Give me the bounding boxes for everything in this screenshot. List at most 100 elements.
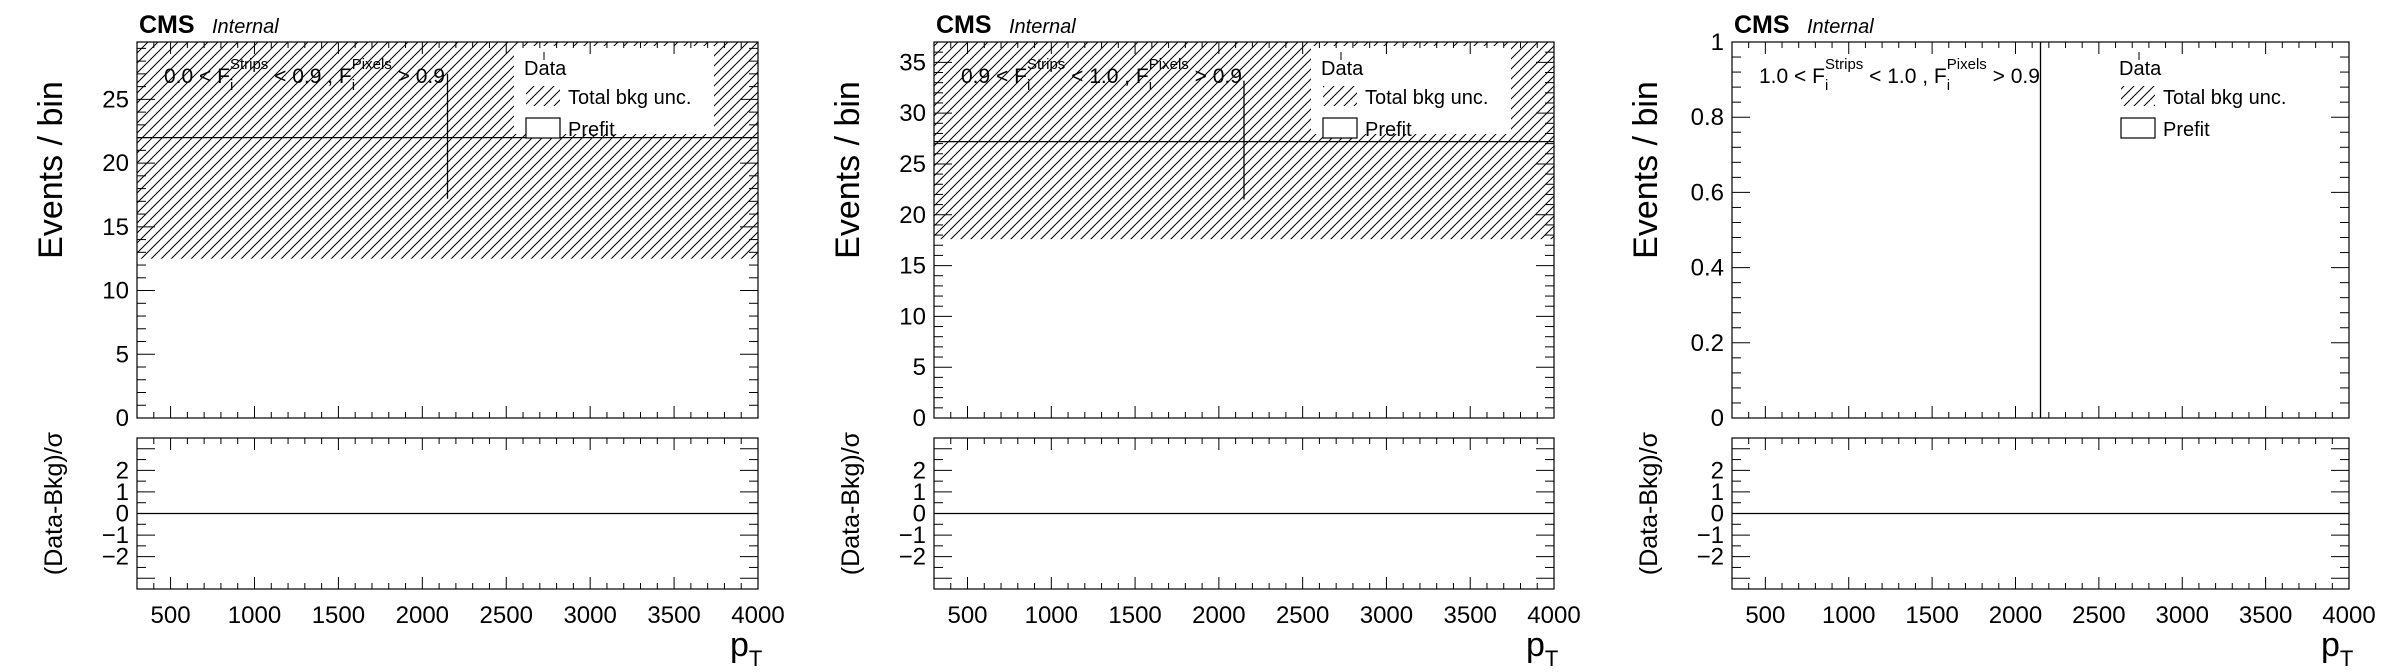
region-label: 0.9 < FStrips < 1.0 , FPixels > 0.9 — [961, 56, 1242, 88]
legend-prefit-swatch — [525, 117, 561, 139]
experiment-label: CMS — [936, 11, 992, 39]
ratio-y-tick-label: 0 — [913, 501, 926, 528]
x-tick-label: 1500 — [1108, 602, 1161, 629]
x-tick-label: 500 — [1745, 602, 1785, 629]
ratio-y-tick-label: −2 — [102, 544, 129, 571]
y-axis-label: Events / bin — [1627, 81, 1665, 259]
x-tick-label: 500 — [947, 602, 987, 629]
y-tick-label: 35 — [899, 49, 926, 76]
legend-bkg-unc-label: Total bkg unc. — [2163, 87, 2286, 109]
experiment-sublabel: Internal — [212, 16, 279, 38]
legend-data-label: Data — [1321, 58, 1364, 80]
experiment-label: CMS — [1734, 11, 1790, 39]
ratio-y-tick-label: 0 — [116, 501, 129, 528]
ratio-y-tick-label: −2 — [1697, 544, 1724, 571]
ratio-y-tick-label: −2 — [899, 544, 926, 571]
x-tick-label: 4000 — [731, 602, 784, 629]
ratio-y-tick-label: −1 — [899, 522, 926, 549]
experiment-label: CMS — [139, 11, 195, 39]
ratio-y-tick-label: 1 — [116, 479, 129, 506]
ratio-y-axis-label: (Data-Bkg)/σ — [1635, 431, 1663, 575]
legend-prefit-label: Prefit — [2163, 119, 2210, 141]
x-tick-label: 2500 — [480, 602, 533, 629]
x-tick-label: 1000 — [1822, 602, 1875, 629]
region-label-subscript: i — [1027, 77, 1030, 94]
x-tick-label: 2000 — [1192, 602, 1245, 629]
legend-bkg-unc-swatch — [2121, 86, 2155, 106]
y-tick-label: 0 — [1711, 405, 1724, 432]
y-tick-label: 0.2 — [1691, 330, 1724, 357]
y-tick-label: 10 — [102, 278, 129, 305]
x-tick-label: 2000 — [1989, 602, 2042, 629]
main-frame — [136, 41, 759, 419]
legend-prefit-label: Prefit — [568, 119, 615, 141]
y-tick-label: 0.6 — [1691, 179, 1724, 206]
x-tick-label: 4000 — [2322, 602, 2375, 629]
legend-bkg-unc-label: Total bkg unc. — [568, 87, 691, 109]
x-tick-label: 1500 — [1905, 602, 1958, 629]
ratio-y-axis-label: (Data-Bkg)/σ — [837, 431, 865, 575]
main-frame — [933, 41, 1555, 419]
ratio-y-tick-label: 2 — [1711, 457, 1724, 484]
legend-data-label: Data — [2119, 58, 2162, 80]
y-tick-label: 1 — [1711, 29, 1724, 56]
legend-bkg-unc-swatch — [526, 86, 560, 106]
y-tick-label: 20 — [102, 150, 129, 177]
x-tick-label: 2000 — [396, 602, 449, 629]
region-label-subscript: i — [1947, 77, 1950, 94]
ratio-y-tick-label: 2 — [116, 457, 129, 484]
x-tick-label: 3000 — [1360, 602, 1413, 629]
x-tick-label: 1000 — [1025, 602, 1078, 629]
y-tick-label: 0 — [913, 405, 926, 432]
experiment-sublabel: Internal — [1807, 16, 1874, 38]
x-axis-label: pT — [730, 626, 762, 671]
y-axis-label: Events / bin — [32, 81, 70, 259]
x-tick-label: 1000 — [228, 602, 281, 629]
y-tick-label: 15 — [102, 214, 129, 241]
y-tick-label: 20 — [899, 202, 926, 229]
y-tick-label: 25 — [899, 151, 926, 178]
y-tick-label: 0.4 — [1691, 255, 1724, 282]
x-tick-label: 4000 — [1527, 602, 1580, 629]
x-tick-label: 3500 — [2239, 602, 2292, 629]
x-axis-label: pT — [1526, 626, 1558, 671]
region-label-subscript: i — [230, 77, 233, 94]
y-tick-label: 5 — [116, 341, 129, 368]
region-label-subscript: i — [1149, 77, 1152, 94]
x-tick-label: 3500 — [647, 602, 700, 629]
legend-prefit-label: Prefit — [1365, 119, 1412, 141]
region-label-subscript: i — [1825, 77, 1828, 94]
y-tick-label: 5 — [913, 354, 926, 381]
ratio-y-tick-label: −1 — [1697, 522, 1724, 549]
y-tick-label: 30 — [899, 100, 926, 127]
ratio-y-axis-label: (Data-Bkg)/σ — [40, 431, 68, 575]
experiment-sublabel: Internal — [1009, 16, 1076, 38]
x-tick-label: 3000 — [563, 602, 616, 629]
ratio-y-tick-label: 1 — [1711, 479, 1724, 506]
x-tick-label: 500 — [151, 602, 191, 629]
x-axis-label: pT — [2321, 626, 2353, 671]
ratio-y-tick-label: 2 — [913, 457, 926, 484]
x-tick-label: 2500 — [2072, 602, 2125, 629]
ratio-y-tick-label: 1 — [913, 479, 926, 506]
y-tick-label: 10 — [899, 303, 926, 330]
main-frame — [1731, 41, 2350, 419]
legend-prefit-swatch — [2120, 117, 2156, 139]
legend-data-label: Data — [524, 58, 567, 80]
legend-prefit-swatch — [1322, 117, 1358, 139]
y-tick-label: 0 — [116, 405, 129, 432]
x-tick-label: 3500 — [1444, 602, 1497, 629]
region-label: 1.0 < FStrips < 1.0 , FPixels > 0.9 — [1759, 56, 2040, 88]
legend-bkg-unc-label: Total bkg unc. — [1365, 87, 1488, 109]
x-tick-label: 3000 — [2156, 602, 2209, 629]
x-tick-label: 1500 — [312, 602, 365, 629]
region-label-subscript: i — [352, 77, 355, 94]
region-label: 0.0 < FStrips < 0.9 , FPixels > 0.9 — [164, 56, 445, 88]
